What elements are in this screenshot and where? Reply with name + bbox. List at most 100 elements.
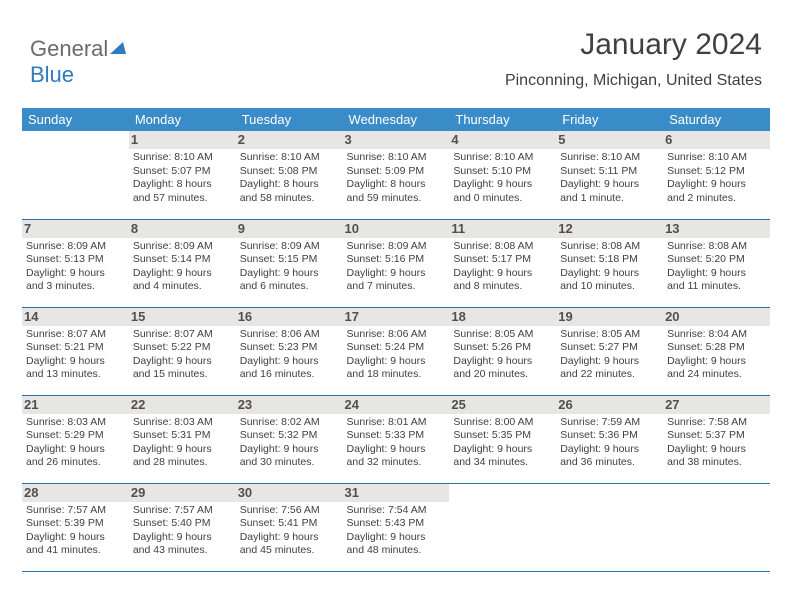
sunrise-line: Sunrise: 8:08 AM: [453, 240, 552, 254]
day-number: 16: [236, 308, 343, 326]
day-number: 20: [663, 308, 770, 326]
day-info: Sunrise: 8:01 AMSunset: 5:33 PMDaylight:…: [347, 416, 446, 471]
day-number: 19: [556, 308, 663, 326]
day-info: Sunrise: 8:09 AMSunset: 5:16 PMDaylight:…: [347, 240, 446, 295]
calendar-day-cell: 8Sunrise: 8:09 AMSunset: 5:14 PMDaylight…: [129, 219, 236, 307]
daylight-line: Daylight: 9 hours and 18 minutes.: [347, 355, 446, 382]
sunset-line: Sunset: 5:26 PM: [453, 341, 552, 355]
day-info: Sunrise: 8:03 AMSunset: 5:31 PMDaylight:…: [133, 416, 232, 471]
sunset-line: Sunset: 5:10 PM: [453, 165, 552, 179]
sunset-line: Sunset: 5:31 PM: [133, 429, 232, 443]
day-number: 11: [449, 220, 556, 238]
day-number: 23: [236, 396, 343, 414]
sunset-line: Sunset: 5:18 PM: [560, 253, 659, 267]
day-number: 25: [449, 396, 556, 414]
day-number: 13: [663, 220, 770, 238]
day-info: Sunrise: 8:02 AMSunset: 5:32 PMDaylight:…: [240, 416, 339, 471]
day-number: 27: [663, 396, 770, 414]
sunrise-line: Sunrise: 8:10 AM: [453, 151, 552, 165]
sunrise-line: Sunrise: 8:09 AM: [240, 240, 339, 254]
daylight-line: Daylight: 9 hours and 1 minute.: [560, 178, 659, 205]
daylight-line: Daylight: 8 hours and 59 minutes.: [347, 178, 446, 205]
day-info: Sunrise: 8:10 AMSunset: 5:08 PMDaylight:…: [240, 151, 339, 206]
weekday-header: Wednesday: [343, 108, 450, 131]
sunset-line: Sunset: 5:21 PM: [26, 341, 125, 355]
day-number: 15: [129, 308, 236, 326]
sunrise-line: Sunrise: 7:56 AM: [240, 504, 339, 518]
calendar-day-cell: 4Sunrise: 8:10 AMSunset: 5:10 PMDaylight…: [449, 131, 556, 219]
sunrise-line: Sunrise: 8:00 AM: [453, 416, 552, 430]
day-number: 31: [343, 484, 450, 502]
sunrise-line: Sunrise: 8:07 AM: [26, 328, 125, 342]
sunrise-line: Sunrise: 7:59 AM: [560, 416, 659, 430]
page-title: January 2024: [580, 28, 762, 62]
sunset-line: Sunset: 5:39 PM: [26, 517, 125, 531]
day-info: Sunrise: 8:10 AMSunset: 5:11 PMDaylight:…: [560, 151, 659, 206]
calendar-table: Sunday Monday Tuesday Wednesday Thursday…: [22, 108, 770, 572]
calendar-day-cell: 7Sunrise: 8:09 AMSunset: 5:13 PMDaylight…: [22, 219, 129, 307]
calendar-day-cell: 6Sunrise: 8:10 AMSunset: 5:12 PMDaylight…: [663, 131, 770, 219]
daylight-line: Daylight: 9 hours and 11 minutes.: [667, 267, 766, 294]
weekday-header: Tuesday: [236, 108, 343, 131]
day-number: 28: [22, 484, 129, 502]
day-info: Sunrise: 8:06 AMSunset: 5:23 PMDaylight:…: [240, 328, 339, 383]
calendar-week-row: 14Sunrise: 8:07 AMSunset: 5:21 PMDayligh…: [22, 307, 770, 395]
calendar-day-cell: 12 Sunrise: 8:08 AMSunset: 5:18 PMDayligh…: [556, 219, 663, 307]
sunset-line: Sunset: 5:12 PM: [667, 165, 766, 179]
sunrise-line: Sunrise: 8:09 AM: [347, 240, 446, 254]
day-number: 3: [343, 131, 450, 149]
daylight-line: Daylight: 9 hours and 3 minutes.: [26, 267, 125, 294]
day-info: Sunrise: 8:08 AMSunset: 5:20 PMDaylight:…: [667, 240, 766, 295]
calendar-day-cell: [22, 131, 129, 219]
calendar-day-cell: 27Sunrise: 7:58 AMSunset: 5:37 PMDayligh…: [663, 395, 770, 483]
sunset-line: Sunset: 5:28 PM: [667, 341, 766, 355]
day-info: Sunrise: 7:59 AMSunset: 5:36 PMDaylight:…: [560, 416, 659, 471]
day-number: 5: [556, 131, 663, 149]
daylight-line: Daylight: 9 hours and 8 minutes.: [453, 267, 552, 294]
weekday-header: Sunday: [22, 108, 129, 131]
calendar-day-cell: 21 Sunrise: 8:03 AMSunset: 5:29 PMDayligh…: [22, 395, 129, 483]
day-info: Sunrise: 8:08 AMSunset: 5:17 PMDaylight:…: [453, 240, 552, 295]
sunrise-line: Sunrise: 7:58 AM: [667, 416, 766, 430]
sunrise-line: Sunrise: 8:01 AM: [347, 416, 446, 430]
day-number: 17: [343, 308, 450, 326]
day-info: Sunrise: 8:10 AMSunset: 5:07 PMDaylight:…: [133, 151, 232, 206]
calendar-day-cell: 20Sunrise: 8:04 AMSunset: 5:28 PMDayligh…: [663, 307, 770, 395]
day-number: 26: [556, 396, 663, 414]
day-number: 12: [556, 220, 663, 238]
weekday-header: Friday: [556, 108, 663, 131]
sunset-line: Sunset: 5:13 PM: [26, 253, 125, 267]
sunset-line: Sunset: 5:11 PM: [560, 165, 659, 179]
sunrise-line: Sunrise: 8:08 AM: [560, 240, 659, 254]
calendar-day-cell: 24Sunrise: 8:01 AMSunset: 5:33 PMDayligh…: [343, 395, 450, 483]
calendar-day-cell: 16 Sunrise: 8:06 AMSunset: 5:23 PMDayligh…: [236, 307, 343, 395]
day-number: 21: [22, 396, 129, 414]
daylight-line: Daylight: 9 hours and 10 minutes.: [560, 267, 659, 294]
day-info: Sunrise: 8:03 AMSunset: 5:29 PMDaylight:…: [26, 416, 125, 471]
sunset-line: Sunset: 5:37 PM: [667, 429, 766, 443]
sunrise-line: Sunrise: 8:07 AM: [133, 328, 232, 342]
daylight-line: Daylight: 9 hours and 16 minutes.: [240, 355, 339, 382]
daylight-line: Daylight: 9 hours and 6 minutes.: [240, 267, 339, 294]
day-number: 1: [129, 131, 236, 149]
calendar-week-row: 1 Sunrise: 8:10 AMSunset: 5:07 PMDaylight…: [22, 131, 770, 219]
day-number: 4: [449, 131, 556, 149]
calendar-day-cell: 31Sunrise: 7:54 AMSunset: 5:43 PMDayligh…: [343, 483, 450, 571]
sunset-line: Sunset: 5:17 PM: [453, 253, 552, 267]
day-number: 7: [22, 220, 129, 238]
calendar-day-cell: 23 Sunrise: 8:02 AMSunset: 5:32 PMDayligh…: [236, 395, 343, 483]
calendar-day-cell: [663, 483, 770, 571]
day-number: 22: [129, 396, 236, 414]
sunset-line: Sunset: 5:40 PM: [133, 517, 232, 531]
day-info: Sunrise: 8:07 AMSunset: 5:22 PMDaylight:…: [133, 328, 232, 383]
weekday-header-row: Sunday Monday Tuesday Wednesday Thursday…: [22, 108, 770, 131]
day-number: 14: [22, 308, 129, 326]
day-number: 6: [663, 131, 770, 149]
day-info: Sunrise: 8:00 AMSunset: 5:35 PMDaylight:…: [453, 416, 552, 471]
daylight-line: Daylight: 9 hours and 22 minutes.: [560, 355, 659, 382]
calendar-day-cell: 30Sunrise: 7:56 AMSunset: 5:41 PMDayligh…: [236, 483, 343, 571]
daylight-line: Daylight: 9 hours and 4 minutes.: [133, 267, 232, 294]
calendar-day-cell: 19Sunrise: 8:05 AMSunset: 5:27 PMDayligh…: [556, 307, 663, 395]
sunset-line: Sunset: 5:32 PM: [240, 429, 339, 443]
daylight-line: Daylight: 9 hours and 2 minutes.: [667, 178, 766, 205]
